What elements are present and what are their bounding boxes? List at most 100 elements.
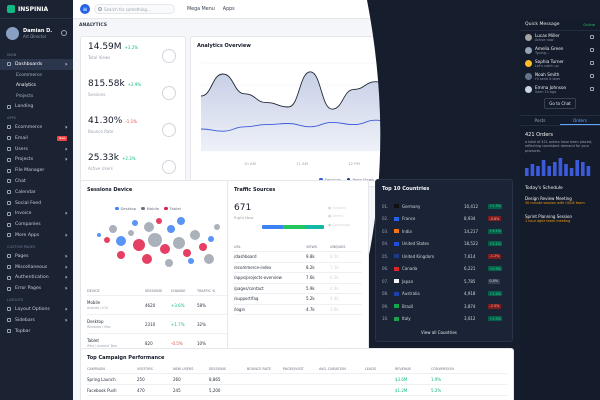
country-row[interactable]: 06. Canada 6,221 +0.9% (382, 263, 508, 276)
bubble-point[interactable] (116, 236, 126, 246)
bubble-point[interactable] (109, 225, 117, 233)
bubble-point[interactable] (208, 236, 214, 242)
sidebar-item-plugins[interactable]: Miscellaneous (0, 262, 73, 273)
gear-icon[interactable] (61, 30, 67, 36)
bubble-point[interactable] (133, 239, 145, 251)
bubble-point[interactable] (117, 251, 125, 259)
user-menu[interactable]: Damian D. ▾ (547, 5, 588, 13)
message-item[interactable]: Lucas Miller Active now (520, 31, 600, 44)
table-row[interactable]: /apps/projects-overview 7.6k 6.2k (234, 273, 362, 284)
bubble-point[interactable] (190, 230, 200, 240)
col-header[interactable]: VISITORS (137, 367, 153, 371)
legend-item[interactable]: ● Direct (328, 214, 344, 219)
grid-icon[interactable] (457, 5, 465, 13)
bubble-point[interactable] (173, 237, 185, 249)
bubble-point[interactable] (142, 254, 152, 264)
country-row[interactable]: 02. France 8,934 -0.8% (382, 213, 508, 226)
bubble-point[interactable] (165, 259, 173, 267)
bubble-point[interactable] (177, 217, 185, 225)
col-header[interactable]: AVG. DURATION (319, 367, 346, 371)
legend-item[interactable]: Mobile (141, 206, 159, 211)
col-header[interactable]: CAMPAIGN (87, 367, 105, 371)
profile[interactable]: Damian D. Art Director (0, 19, 73, 49)
go-to-chat-button[interactable]: Go to Chat (544, 98, 576, 109)
legend-item[interactable]: Desktop (115, 206, 136, 211)
bubble-point[interactable] (148, 233, 162, 247)
chat-icon[interactable] (590, 61, 594, 65)
col-header[interactable]: BOUNCE RATE (247, 367, 272, 371)
legend-item[interactable]: ● Organic (328, 206, 347, 210)
sidebar-item-more-apps[interactable]: More Apps (0, 230, 73, 241)
col-header[interactable]: CONVERSION (431, 367, 454, 371)
search-input[interactable]: Search for something... (94, 4, 175, 14)
mega-menu-link[interactable]: Mega Menu (187, 6, 215, 12)
language-select[interactable]: EN (535, 6, 542, 12)
chat-icon[interactable] (483, 5, 491, 13)
sidebar-item-social-feed[interactable]: Social Feed (0, 198, 73, 209)
sidebar-item-error-pages[interactable]: Error Pages (0, 283, 73, 294)
chat-icon[interactable] (590, 48, 594, 52)
sidebar-item-chat[interactable]: Chat (0, 176, 73, 187)
message-item[interactable]: Sophia Turner Let's catch up (520, 57, 600, 70)
country-row[interactable]: 04. United States 18,522 +2.1% (382, 238, 508, 251)
bubble-point[interactable] (183, 249, 191, 257)
col-header[interactable]: REVENUE (395, 367, 412, 371)
bell-icon[interactable] (470, 5, 478, 13)
col-header[interactable]: LEADS (365, 367, 377, 371)
url-link[interactable]: /pages/contact (234, 285, 264, 291)
schedule-event[interactable]: Design Review Meeting 30 minute session … (525, 196, 595, 205)
tab-posts[interactable]: Posts (534, 118, 546, 123)
message-item[interactable]: Amelia Green Typing... (520, 44, 600, 57)
chat-icon[interactable] (590, 87, 594, 91)
sidebar-item-topbar[interactable]: Topbar (0, 326, 73, 337)
bubble-point[interactable] (204, 254, 214, 264)
bubble-point[interactable] (104, 237, 110, 243)
sidebar-item-pages[interactable]: Pages (0, 251, 73, 262)
sidebar-item-file-manager[interactable]: File Manager (0, 165, 73, 176)
table-row[interactable]: Desktop Windows / Mac 2310 +1.7% 32% (87, 315, 285, 334)
legend-item[interactable]: Tablet (164, 206, 181, 211)
table-row[interactable]: /dashboard 9.8k 8.5k (234, 252, 362, 263)
bubble-point[interactable] (97, 233, 101, 237)
tab-orders[interactable]: Orders (560, 116, 600, 125)
fullscreen-icon[interactable] (522, 5, 530, 13)
url-link[interactable]: /apps/projects-overview (234, 275, 282, 281)
sidebar-sub-projects[interactable]: Projects (16, 93, 34, 99)
moon-icon[interactable] (509, 5, 517, 13)
sidebar-item-calendar[interactable]: Calendar (0, 187, 73, 198)
table-row[interactable]: /support/faq 5.2k 4.4k (234, 294, 362, 305)
url-link[interactable]: /support/faq (234, 296, 259, 302)
col-header[interactable]: NEW USERS (173, 367, 194, 371)
export-csv-button[interactable]: Export CSV (476, 41, 507, 50)
sidebar-sub-analytics[interactable]: Analytics (16, 83, 36, 89)
table-row[interactable]: /pages/contact 5.9k 4.9k (234, 284, 362, 294)
settings-icon[interactable] (496, 5, 504, 13)
country-row[interactable]: 08. Australia 4,918 +1.4% (382, 288, 508, 301)
chat-icon[interactable] (590, 74, 594, 78)
sidebar-sub-ecommerce[interactable]: Ecommerce (16, 72, 42, 78)
sidebar-item-users[interactable]: Users (0, 144, 73, 155)
table-row[interactable]: /login 4.7k 3.9k (234, 305, 362, 315)
legend-item[interactable]: ● Campaign (328, 222, 351, 227)
url-link[interactable]: /dashboard (234, 254, 257, 260)
sidebar-item-email[interactable]: Email New (0, 133, 73, 144)
apps-link[interactable]: Apps (222, 6, 235, 12)
col-header[interactable]: SESSIONS (209, 367, 226, 371)
country-row[interactable]: 05. United Kingdom 7,614 -1.2% (382, 250, 508, 263)
schedule-event[interactable]: Sprint Planning Session 1 hour agile tea… (525, 214, 595, 223)
message-item[interactable]: Noah Smith I'll send it later (520, 70, 600, 83)
country-row[interactable]: 03. India 14,217 +3.1% (382, 225, 508, 238)
bubble-point[interactable] (128, 230, 134, 236)
country-row[interactable]: 09. Brazil 3,874 -2.5% (382, 300, 508, 313)
bubble-point[interactable] (199, 243, 207, 251)
sidebar-item-authentication[interactable]: Authentication (0, 272, 73, 283)
menu-toggle-button[interactable]: ≡ (80, 4, 90, 14)
sidebar-item-dashboards[interactable]: Dashboards (0, 59, 73, 70)
bubble-point[interactable] (214, 224, 220, 230)
brand[interactable]: INSPINIA (0, 0, 73, 19)
sidebar-item-ecommerce[interactable]: Ecommerce (0, 122, 73, 133)
sidebar-item-projects[interactable]: Projects (0, 154, 73, 165)
country-row[interactable]: 07. Japan 5,785 0.0% (382, 275, 508, 288)
bubble-point[interactable] (144, 222, 154, 232)
bubble-point[interactable] (156, 218, 162, 224)
